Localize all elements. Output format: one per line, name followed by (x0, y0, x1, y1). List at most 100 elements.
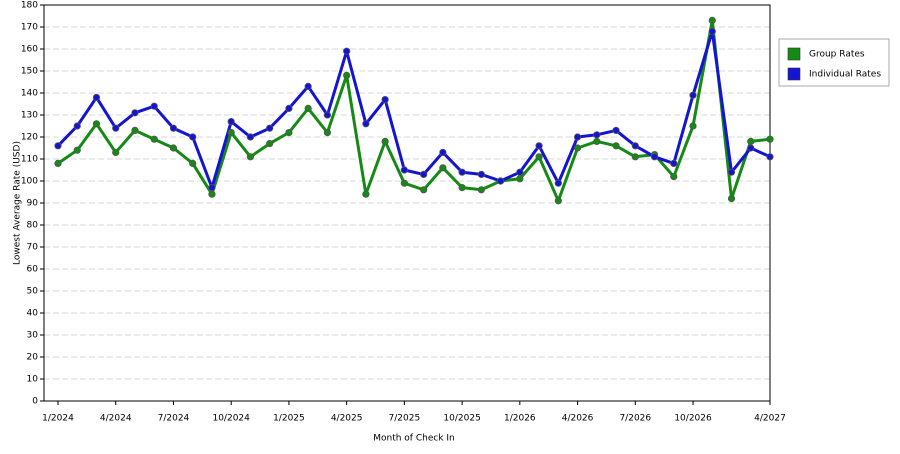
data-point (381, 96, 389, 104)
data-point (554, 197, 562, 205)
data-point (593, 131, 601, 139)
data-point (516, 168, 524, 176)
data-point (323, 111, 332, 119)
data-point (381, 137, 389, 145)
data-point (208, 190, 216, 198)
data-point (535, 142, 543, 150)
data-point (73, 122, 81, 130)
data-point (112, 148, 120, 156)
data-point (54, 142, 62, 150)
data-point (573, 144, 582, 152)
y-tick-label: 10 (27, 375, 39, 385)
y-tick-label: 160 (21, 45, 38, 55)
data-point (246, 133, 255, 141)
data-point (573, 133, 582, 141)
data-point (420, 170, 428, 178)
data-point (189, 133, 197, 141)
plot-frame (43, 4, 771, 402)
data-point (285, 104, 293, 113)
y-tick-label: 120 (21, 133, 38, 143)
data-point (420, 186, 428, 194)
data-point (227, 129, 235, 137)
legend-swatch (787, 47, 801, 61)
data-point (304, 82, 312, 91)
data-point (689, 122, 697, 130)
data-point (747, 144, 755, 152)
x-tick-label: 7/2024 (158, 414, 190, 424)
x-tick-label: 4/2024 (100, 414, 132, 424)
series-line (57, 18, 771, 203)
data-point (496, 177, 505, 185)
legend-swatch (787, 67, 801, 81)
data-point (670, 159, 678, 167)
data-point (477, 170, 485, 178)
y-tick-label: 90 (27, 199, 39, 209)
data-point (458, 168, 466, 176)
data-point (150, 135, 158, 143)
x-tick-label: 4/2025 (331, 414, 363, 424)
data-point (689, 91, 697, 99)
data-point (747, 137, 755, 145)
data-point (650, 153, 659, 161)
y-tick-label: 150 (21, 67, 38, 77)
data-point (343, 47, 351, 55)
data-point (54, 159, 62, 167)
data-point (439, 148, 447, 156)
x-tick-label: 7/2026 (619, 414, 651, 424)
data-point (535, 153, 543, 161)
y-tick-label: 110 (21, 155, 38, 165)
x-tick-label: 1/2025 (273, 414, 305, 424)
legend-label: Individual Rates (809, 70, 881, 80)
x-tick-label: 4/2026 (562, 414, 594, 424)
y-tick-label: 100 (21, 177, 38, 187)
data-point (400, 179, 408, 187)
y-tick-label: 170 (21, 23, 38, 33)
y-tick-label: 130 (21, 111, 38, 121)
data-point (612, 142, 620, 150)
data-point (362, 190, 370, 198)
x-axis-title: Month of Check In (373, 434, 455, 444)
data-point (189, 159, 197, 167)
x-tick-label: 7/2025 (389, 414, 421, 424)
data-point (266, 124, 274, 132)
y-tick-label: 30 (27, 331, 39, 341)
data-point (477, 186, 485, 194)
y-axis-title: Lowest Average Rate (USD) (13, 141, 23, 265)
data-point (439, 164, 447, 172)
data-point (131, 109, 139, 117)
y-tick-label: 50 (27, 287, 39, 297)
y-tick-label: 180 (21, 1, 38, 11)
data-point (593, 137, 601, 145)
data-point (612, 126, 620, 134)
x-tick-label: 1/2026 (504, 414, 536, 424)
data-point (323, 129, 332, 137)
y-tick-label: 20 (27, 353, 39, 363)
data-point (169, 144, 178, 152)
data-point (92, 120, 101, 128)
y-tick-label: 80 (27, 221, 39, 231)
data-point (708, 16, 716, 24)
data-point (670, 173, 678, 181)
data-point (131, 126, 139, 134)
data-point (766, 135, 774, 143)
data-point (727, 195, 736, 203)
data-point (766, 153, 774, 161)
data-point (727, 168, 736, 176)
data-point (150, 102, 158, 110)
data-point (285, 129, 293, 137)
data-point (458, 184, 466, 192)
data-point (73, 146, 81, 154)
data-point (631, 153, 639, 161)
data-point (169, 124, 178, 132)
data-point (227, 118, 235, 126)
data-point (92, 93, 101, 102)
legend-label: Group Rates (809, 50, 865, 60)
y-tick-label: 140 (21, 89, 38, 99)
data-point (362, 120, 370, 128)
data-point (304, 104, 312, 113)
y-tick-label: 70 (27, 243, 39, 253)
data-point (631, 142, 639, 150)
y-tick-label: 60 (27, 265, 39, 275)
y-tick-label: 0 (32, 397, 38, 407)
